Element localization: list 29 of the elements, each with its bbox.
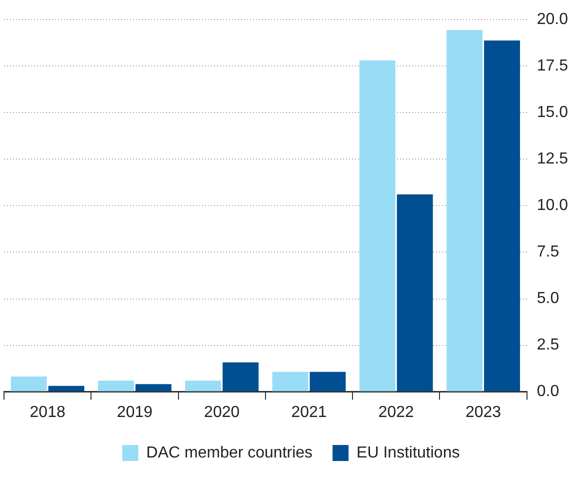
y-tick-label: 2.5: [536, 336, 560, 354]
x-tick-label: 2021: [291, 404, 327, 421]
bar: [98, 380, 134, 392]
bar: [48, 386, 84, 392]
x-tick-label: 2023: [465, 404, 502, 421]
bar: [310, 372, 346, 392]
y-tick-label: 5.0: [536, 290, 560, 308]
y-tick-label: 17.5: [536, 58, 568, 75]
x-tick-label: 2020: [204, 404, 240, 421]
x-tick-label: 2019: [116, 404, 153, 421]
x-tick-label: 2022: [378, 404, 414, 421]
bar: [396, 194, 433, 392]
y-tick-label: 0.0: [536, 383, 560, 400]
y-tick-label: 7.5: [536, 244, 560, 261]
y-tick-label: 10.0: [536, 197, 568, 214]
bar: [222, 362, 259, 392]
bar: [135, 384, 172, 392]
bar: [359, 60, 396, 392]
y-tick-label: 15.0: [536, 104, 568, 122]
bar: [185, 380, 222, 392]
x-tick-label: 2018: [30, 404, 66, 421]
y-tick-label: 12.5: [536, 150, 568, 168]
legend-label: DAC member countries: [146, 444, 313, 462]
bar: [446, 30, 483, 392]
bar: [272, 372, 308, 392]
bar: [10, 376, 47, 392]
legend-label: EU Institutions: [356, 444, 460, 462]
y-tick-label: 20.0: [536, 11, 568, 28]
bar: [484, 40, 520, 392]
